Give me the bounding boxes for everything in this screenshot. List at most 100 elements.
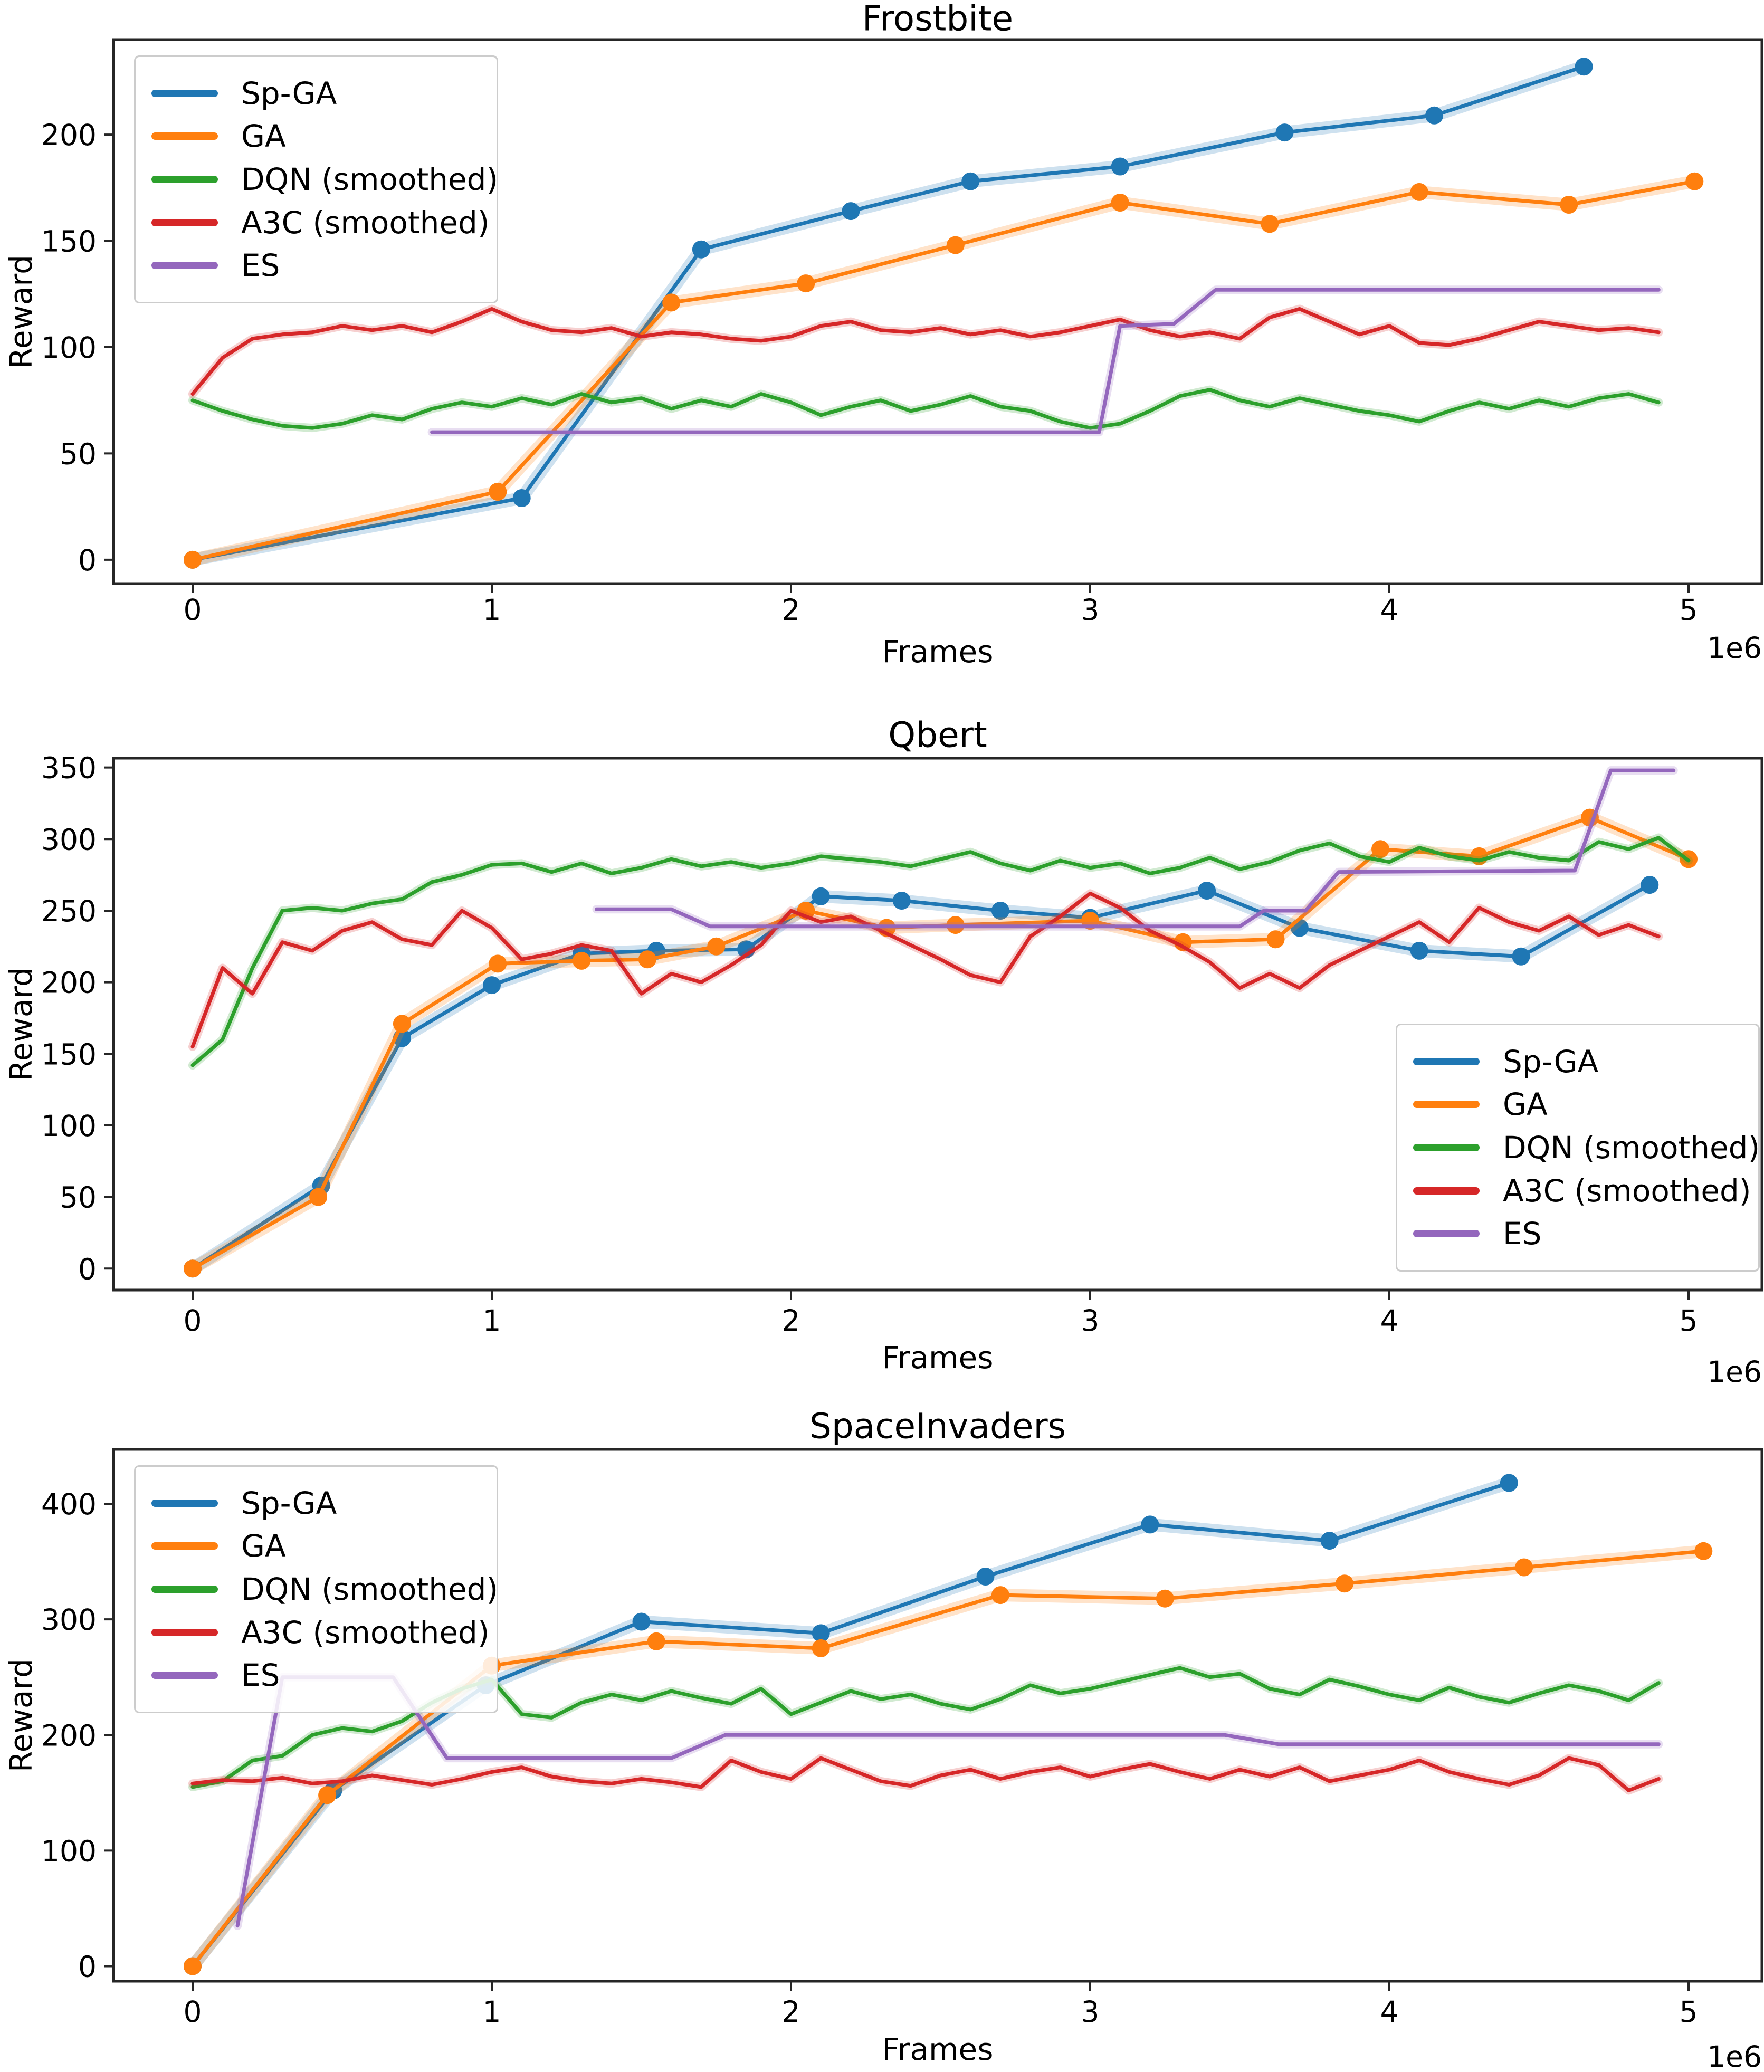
y-tick-label: 150 (41, 225, 97, 259)
data-point-GA (1156, 1589, 1174, 1608)
x-axis-offset-label: 1e6 (1707, 631, 1762, 665)
y-tick-label: 0 (78, 1252, 97, 1286)
series-line-DQN (smoothed) (190, 836, 1691, 1067)
legend-line-swatch (151, 1585, 218, 1593)
chart-frostbite: 0 1 2 3 4 5 0 50 100 150 200 Frostbite Reward Fram… (0, 0, 1764, 691)
data-point-GA (318, 1786, 337, 1804)
legend-line-swatch (151, 1628, 218, 1636)
legend-label: A3C (smoothed) (241, 204, 490, 241)
y-tick-label: 50 (60, 1181, 97, 1215)
legend-item: Sp-GA (151, 1488, 481, 1519)
data-point-GA (1111, 194, 1129, 212)
data-point-GA (812, 1639, 830, 1657)
x-tick-label: 1 (483, 593, 501, 627)
legend-item: DQN (smoothed) (1413, 1132, 1760, 1163)
data-point-Sp-GA (1198, 882, 1216, 900)
series-line-ES (595, 768, 1676, 929)
data-point-GA (1694, 1542, 1713, 1560)
data-point-GA (946, 236, 965, 254)
legend-label: GA (241, 1528, 286, 1564)
legend-line-swatch (1413, 1101, 1480, 1109)
legend: Sp-GA GA DQN (smoothed) A3C (smoothed) ES (1396, 1024, 1760, 1272)
legend-item: Sp-GA (151, 78, 481, 109)
x-axis-label: Frames (882, 2031, 994, 2067)
x-tick-label: 0 (184, 1304, 202, 1338)
x-axis-offset-label: 1e6 (1707, 2040, 1762, 2072)
data-point-Sp-GA (632, 1612, 651, 1631)
legend-line-swatch (151, 175, 218, 183)
x-tick-label: 5 (1680, 593, 1698, 627)
chart-title: Qbert (888, 714, 987, 756)
x-tick-label: 2 (782, 1304, 800, 1338)
series-line-A3C (smoothed) (190, 1756, 1661, 1792)
x-tick-label: 2 (782, 1995, 800, 2029)
legend-line-swatch (151, 89, 218, 97)
y-tick-label: 0 (78, 1950, 97, 1984)
x-tick-label: 3 (1081, 1304, 1100, 1338)
legend-label: ES (241, 247, 280, 284)
legend-line-swatch (1413, 1143, 1480, 1151)
data-point-GA (1261, 215, 1279, 233)
data-point-Sp-GA (1275, 123, 1294, 142)
data-point-GA (309, 1188, 328, 1206)
legend-item: A3C (smoothed) (151, 207, 489, 238)
data-point-GA (1410, 183, 1428, 201)
data-point-Sp-GA (812, 887, 830, 905)
y-tick-label: 300 (41, 1603, 97, 1637)
legend-item: GA (151, 121, 481, 151)
x-tick-label: 3 (1081, 1995, 1100, 2029)
chart-qbert: 0 1 2 3 4 5 0 50 100 150 200 250 300 350 Qbert Reward… (0, 691, 1764, 1382)
legend-item: ES (151, 1660, 481, 1691)
legend-item: DQN (smoothed) (151, 164, 498, 195)
data-point-Sp-GA (1111, 157, 1129, 176)
x-tick-label: 5 (1680, 1995, 1698, 2029)
series-band-A3C (smoothed) (188, 1754, 1663, 1795)
data-point-Sp-GA (1512, 947, 1530, 966)
x-tick-label: 0 (184, 593, 202, 627)
data-point-Sp-GA (692, 240, 710, 259)
y-axis-label: Reward (3, 967, 39, 1081)
chart-spaceinvaders: 0 1 2 3 4 5 0 100 200 300 400 SpaceInvaders Reward… (0, 1382, 1764, 2072)
x-tick-label: 4 (1380, 1995, 1399, 2029)
series-line-Sp-GA (190, 883, 1652, 1271)
data-point-GA (1266, 930, 1285, 949)
plot-spines (112, 38, 1763, 585)
legend-item: A3C (smoothed) (1413, 1176, 1751, 1206)
data-point-GA (1560, 196, 1578, 214)
data-point-GA (1174, 933, 1192, 951)
data-point-Sp-GA (1410, 941, 1428, 960)
data-point-GA (797, 274, 815, 293)
data-point-Sp-GA (1575, 58, 1593, 76)
x-axis-label: Frames (882, 1340, 994, 1376)
series-line-GA (190, 1549, 1705, 1968)
data-point-GA (662, 293, 681, 312)
data-point-GA (489, 954, 507, 973)
legend-line-swatch (1413, 1187, 1480, 1195)
data-point-Sp-GA (483, 976, 501, 995)
legend: Sp-GA GA DQN (smoothed) A3C (smoothed) ES (134, 55, 498, 303)
legend-line-swatch (1413, 1230, 1480, 1238)
legend-label: ES (241, 1657, 280, 1694)
legend-label: A3C (smoothed) (1503, 1172, 1751, 1209)
legend-item: GA (151, 1531, 481, 1561)
data-point-GA (184, 1259, 202, 1278)
y-tick-label: 50 (60, 437, 97, 471)
x-tick-label: 4 (1380, 593, 1399, 627)
x-tick-label: 4 (1380, 1304, 1399, 1338)
y-tick-label: 200 (41, 1718, 97, 1752)
legend-item: DQN (smoothed) (151, 1574, 498, 1605)
data-point-Sp-GA (1500, 1474, 1518, 1492)
data-point-Sp-GA (1141, 1515, 1159, 1534)
data-point-Sp-GA (991, 902, 1009, 920)
series-line-A3C (smoothed) (190, 891, 1661, 1049)
series-line-DQN (smoothed) (190, 388, 1661, 430)
data-point-Sp-GA (1425, 106, 1444, 125)
data-point-Sp-GA (961, 172, 980, 190)
legend-line-swatch (1413, 1057, 1480, 1065)
legend-line-swatch (151, 132, 218, 140)
y-tick-label: 100 (41, 331, 97, 365)
data-point-Sp-GA (812, 1624, 830, 1643)
